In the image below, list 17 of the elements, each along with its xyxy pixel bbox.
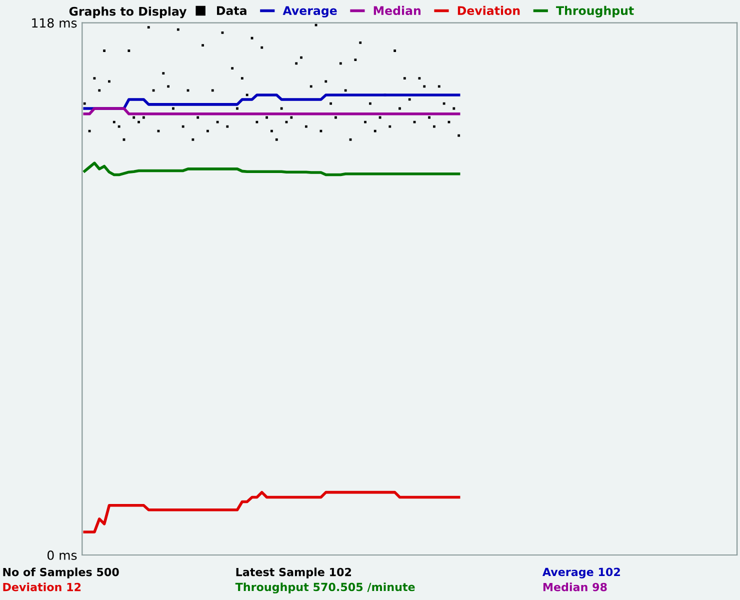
legend-label: Data [217,6,246,16]
legend-label: Average [282,6,337,18]
text: No of Samples 500 [3,568,119,578]
text: Median 98 [543,582,607,592]
line-series [83,162,460,176]
line-series [83,490,460,534]
text: Throughput 570.505 /minute [235,582,415,594]
text: Latest Sample 102 [236,568,352,578]
text: Average 102 [542,568,620,578]
y-tick-label: 0 ms [47,550,77,560]
legend-title: Graphs to Display [69,6,187,18]
legend-label: Median [374,6,420,16]
line-series [83,94,460,110]
legend-label: Deviation [458,6,520,16]
y-tick-label: 118 ms [32,18,77,28]
text: Deviation 12 [3,582,81,592]
legend-label: Throughput [556,6,634,18]
